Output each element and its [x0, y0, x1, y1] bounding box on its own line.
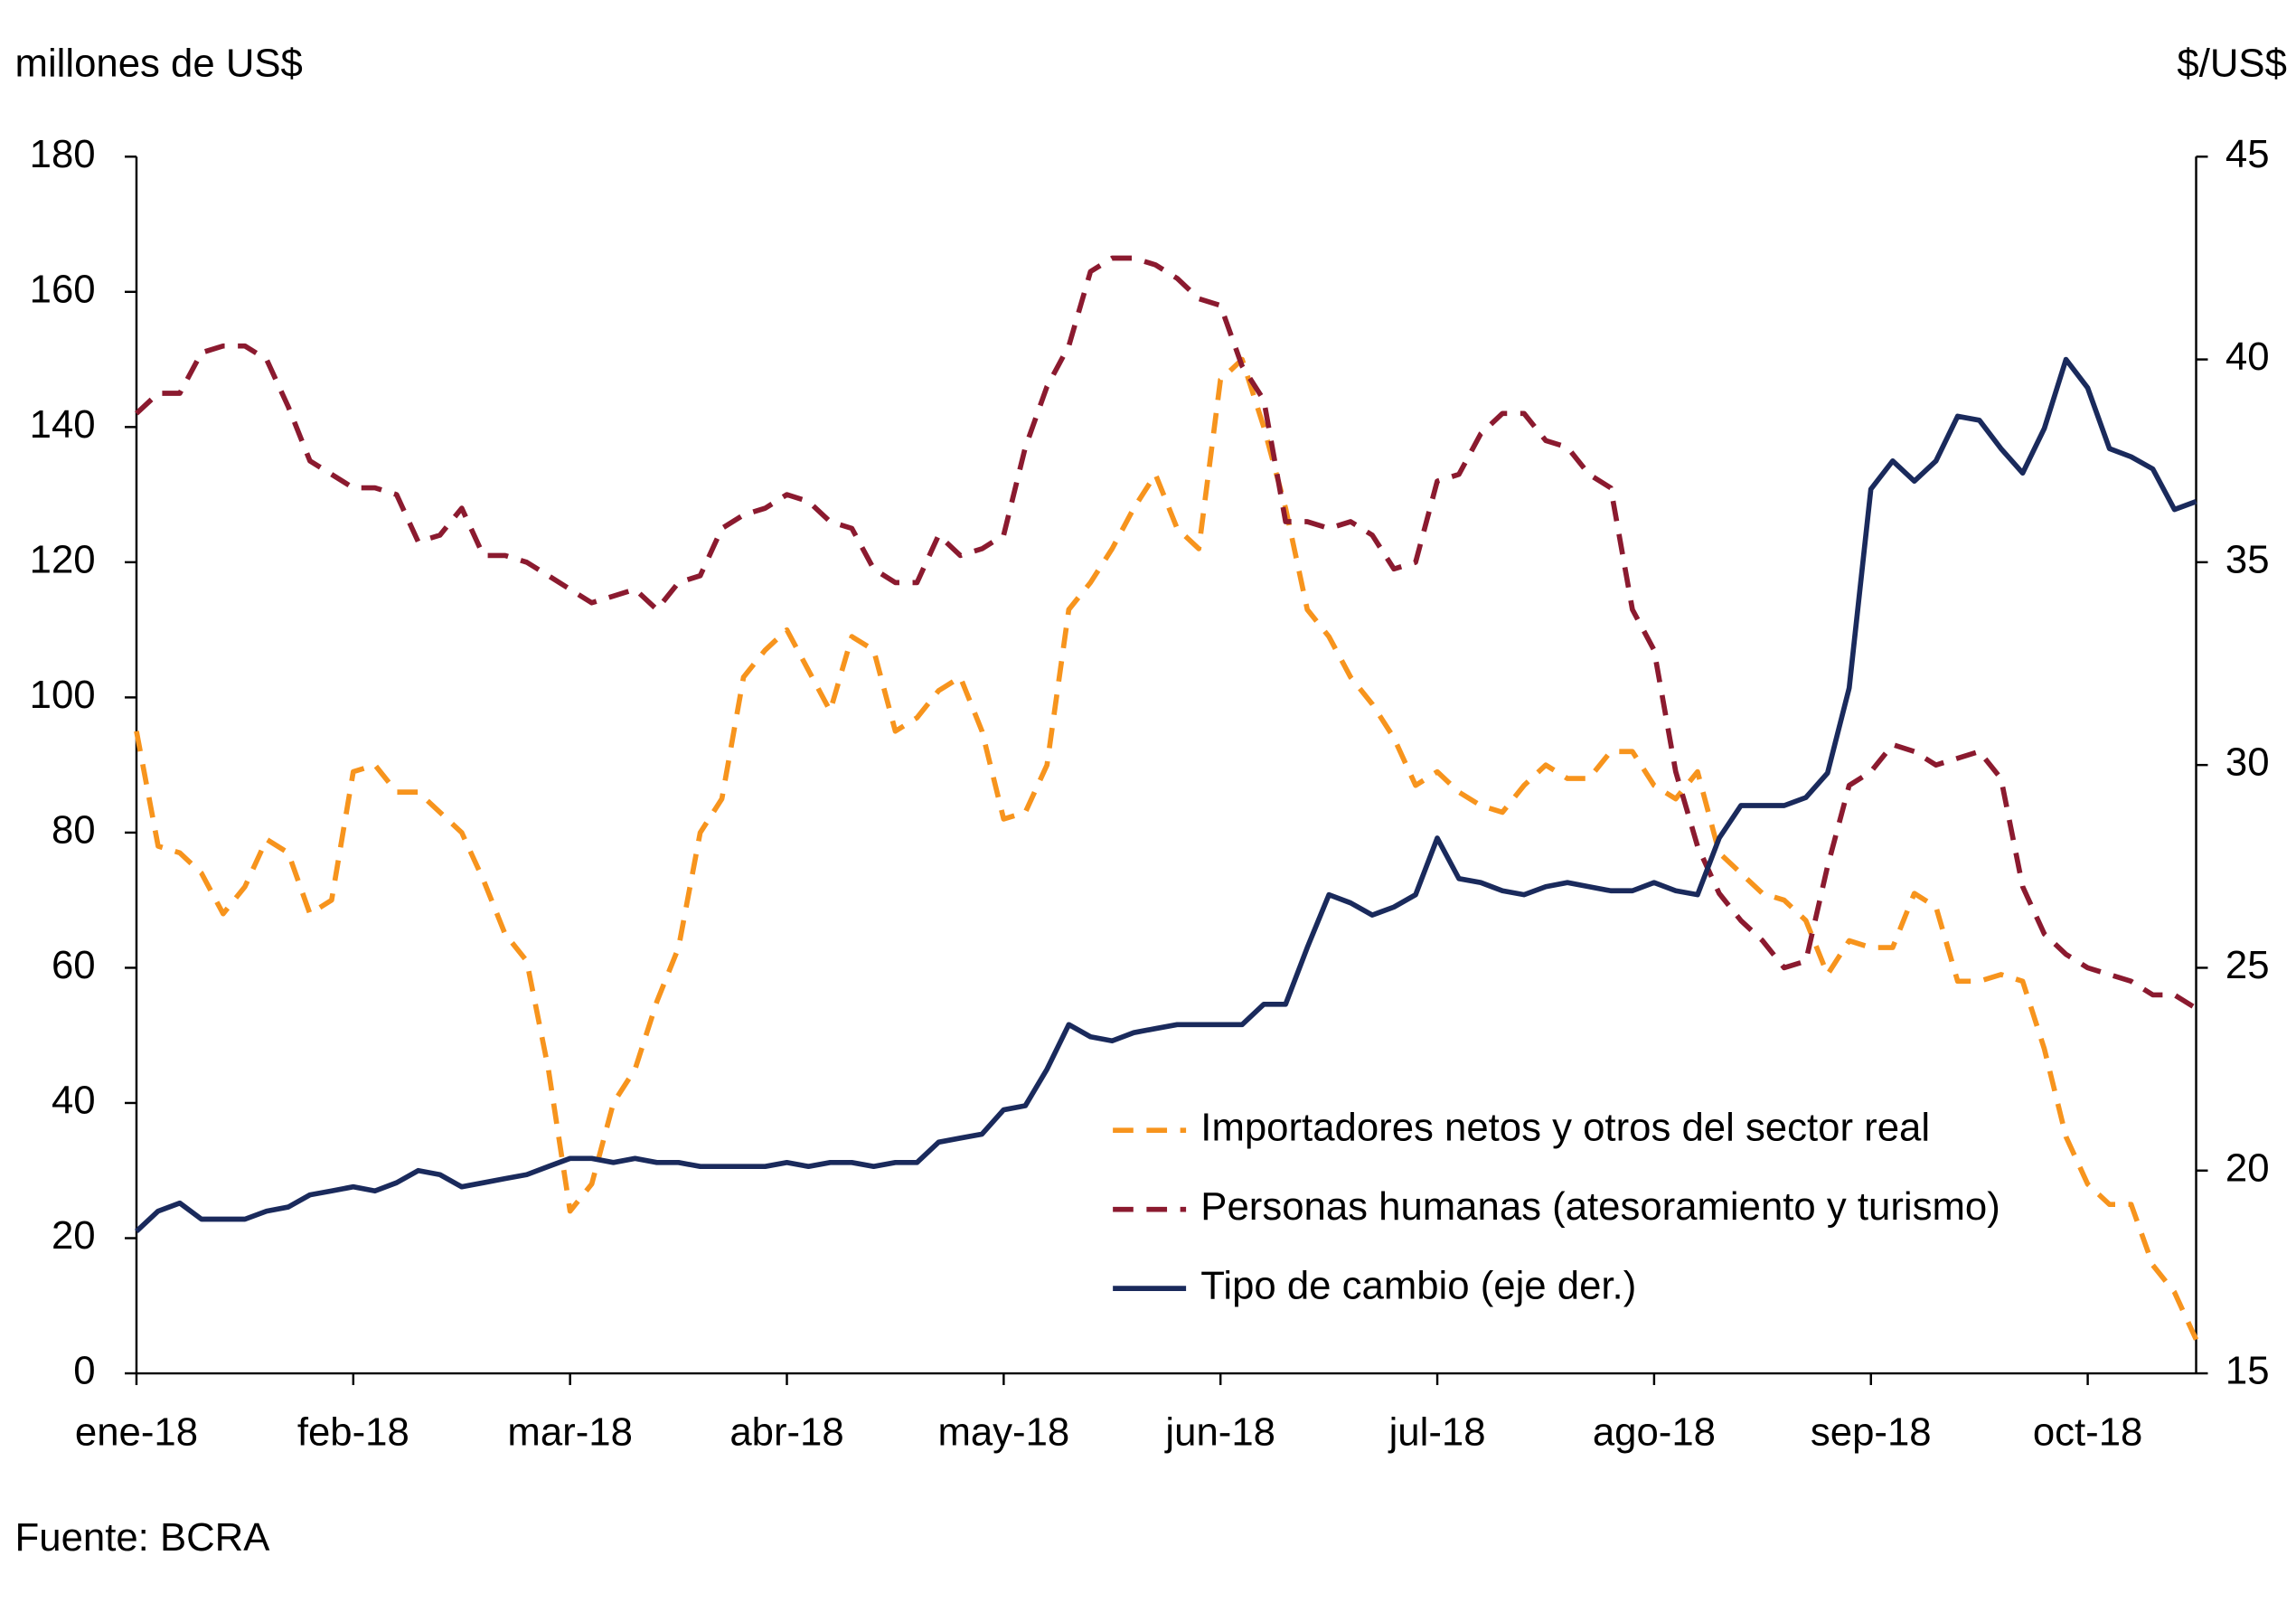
y2-tick-label: 20: [2225, 1145, 2270, 1190]
y2-tick-label: 25: [2225, 943, 2270, 987]
y-tick-label: 140: [30, 402, 96, 447]
y-tick-label: 40: [52, 1079, 96, 1123]
y-tick-label: 100: [30, 673, 96, 717]
y-tick-label: 180: [30, 132, 96, 176]
x-tick-label: feb-18: [297, 1410, 409, 1455]
y-axis-label: millones de US$: [15, 41, 303, 85]
y-tick-label: 60: [52, 943, 96, 987]
series-line: [134, 356, 2199, 1341]
y2-axis-label: $/US$: [2177, 41, 2287, 85]
legend-label: Personas humanas (atesoramiento y turism…: [1200, 1184, 2000, 1229]
y-tick-label: 120: [30, 537, 96, 581]
legend-label: Importadores netos y otros del sector re…: [1200, 1106, 1930, 1150]
y2-tick-label: 45: [2225, 132, 2270, 176]
y-tick-label: 160: [30, 267, 96, 311]
y-tick-label: 80: [52, 807, 96, 852]
legend-label: Tipo de cambio (eje der.): [1200, 1264, 1636, 1308]
y-tick-label: 20: [52, 1213, 96, 1258]
x-tick-label: oct-18: [2033, 1410, 2143, 1455]
y2-tick-label: 30: [2225, 740, 2270, 785]
x-tick-label: abr-18: [729, 1410, 843, 1455]
x-tick-label: mar-18: [507, 1410, 632, 1455]
series-line: [135, 255, 2198, 1011]
x-tick-label: ago-18: [1593, 1410, 1716, 1455]
y2-tick-label: 40: [2225, 335, 2270, 379]
x-tick-label: ene-18: [75, 1410, 198, 1455]
x-tick-label: jun-18: [1163, 1410, 1275, 1455]
y2-tick-label: 35: [2225, 537, 2270, 581]
x-tick-label: sep-18: [1811, 1410, 1932, 1455]
source: Fuente: BCRA: [15, 1515, 271, 1560]
y2-tick-label: 15: [2225, 1349, 2270, 1393]
x-tick-label: jul-18: [1388, 1410, 1486, 1455]
y-tick-label: 0: [73, 1349, 95, 1393]
series-line: [135, 356, 2197, 1234]
x-tick-label: may-18: [937, 1410, 1069, 1455]
